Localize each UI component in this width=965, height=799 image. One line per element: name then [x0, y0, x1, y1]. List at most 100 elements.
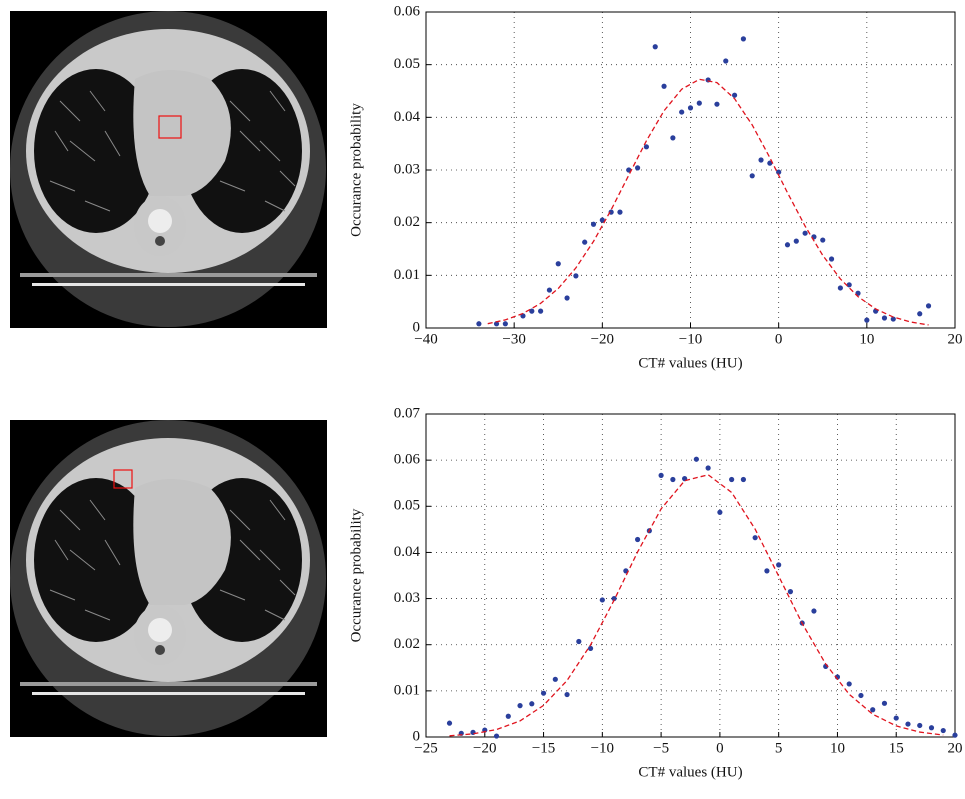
y-tick-label: 0.03	[394, 161, 420, 177]
data-point	[635, 536, 641, 543]
y-tick-label: 0.04	[394, 544, 421, 560]
axes-box	[425, 413, 956, 738]
data-point	[846, 681, 852, 687]
data-point	[940, 727, 946, 734]
data-point	[564, 295, 570, 301]
x-tick-label: 20	[948, 331, 963, 347]
x-tick-label: −25	[414, 740, 437, 756]
data-point	[552, 676, 558, 682]
data-point	[828, 256, 835, 262]
x-tick-label: 20	[948, 740, 963, 756]
data-point	[529, 308, 535, 314]
data-point	[767, 160, 773, 166]
x-tick-label: −20	[473, 740, 496, 756]
y-axis-label: Occurance probability	[348, 103, 364, 237]
y-tick-label: 0	[413, 728, 421, 744]
data-point	[717, 509, 723, 515]
data-point	[846, 282, 852, 288]
data-point	[928, 725, 935, 731]
data-point	[446, 720, 453, 726]
data-point	[617, 209, 623, 215]
x-tick-label: −10	[591, 740, 614, 756]
data-point	[729, 476, 735, 483]
data-point	[476, 321, 482, 327]
data-point	[890, 316, 896, 322]
data-point	[881, 315, 888, 321]
data-point	[529, 701, 535, 707]
data-point	[752, 535, 758, 541]
y-tick-label: 0.06	[394, 3, 421, 19]
data-point	[687, 105, 694, 111]
y-tick-label: 0.05	[394, 56, 420, 72]
data-point	[917, 311, 923, 317]
data-point	[611, 595, 617, 602]
data-point	[740, 36, 747, 42]
x-tick-label: −15	[532, 740, 555, 756]
data-point	[582, 239, 588, 245]
y-tick-label: 0.06	[394, 452, 421, 468]
x-axis-label: CT# values (HU)	[638, 764, 742, 780]
x-tick-label: −40	[414, 331, 437, 347]
data-point	[573, 273, 579, 279]
data-point	[714, 101, 720, 107]
data-point	[925, 303, 932, 309]
data-point	[670, 476, 676, 483]
data-point	[599, 217, 605, 223]
data-point	[661, 83, 667, 89]
y-tick-label: 0.03	[394, 590, 420, 606]
data-point	[546, 287, 553, 293]
plot-area	[426, 414, 955, 737]
y-tick-label: 0.07	[394, 405, 421, 421]
data-point	[793, 238, 799, 244]
data-point	[802, 230, 808, 236]
y-tick-label: 0	[413, 319, 421, 335]
data-point	[658, 472, 664, 478]
data-point	[740, 476, 747, 483]
x-tick-label: 0	[716, 740, 724, 756]
data-point	[731, 92, 738, 98]
data-point	[555, 261, 561, 267]
data-point	[693, 456, 699, 462]
data-point	[820, 237, 826, 243]
y-tick-label: 0.02	[394, 636, 420, 652]
data-point	[635, 165, 641, 171]
data-point	[893, 715, 899, 721]
y-tick-label: 0.02	[394, 214, 420, 230]
data-point	[905, 721, 911, 727]
data-point	[705, 465, 711, 471]
data-point	[540, 690, 547, 696]
data-point	[470, 729, 476, 735]
x-tick-label: −5	[653, 740, 669, 756]
x-tick-label: −20	[591, 331, 614, 347]
fit-curve	[449, 474, 944, 737]
data-point	[837, 285, 843, 291]
x-tick-label: 10	[859, 331, 874, 347]
x-tick-label: 15	[889, 740, 904, 756]
data-point	[749, 173, 755, 179]
data-point	[696, 100, 702, 106]
data-point	[670, 135, 676, 141]
data-point	[758, 157, 764, 163]
data-point	[599, 597, 605, 603]
data-point	[587, 645, 594, 652]
data-point	[502, 321, 508, 327]
x-axis-label: CT# values (HU)	[638, 355, 742, 371]
data-point	[723, 58, 729, 64]
plot-area	[426, 12, 955, 328]
data-point	[493, 733, 500, 739]
data-point	[652, 44, 658, 50]
y-tick-label: 0.01	[394, 267, 420, 283]
y-axis-label: Occurance probability	[348, 508, 364, 642]
y-tick-label: 0.01	[394, 682, 420, 698]
data-point	[776, 562, 782, 568]
data-point	[505, 713, 511, 719]
data-point	[764, 568, 770, 574]
x-tick-label: −10	[679, 331, 702, 347]
data-point	[858, 692, 864, 699]
y-tick-label: 0.05	[394, 498, 420, 514]
x-tick-label: 10	[830, 740, 845, 756]
data-point	[784, 242, 791, 248]
axes-box	[425, 11, 956, 329]
data-point	[776, 169, 782, 175]
data-point	[811, 608, 817, 614]
